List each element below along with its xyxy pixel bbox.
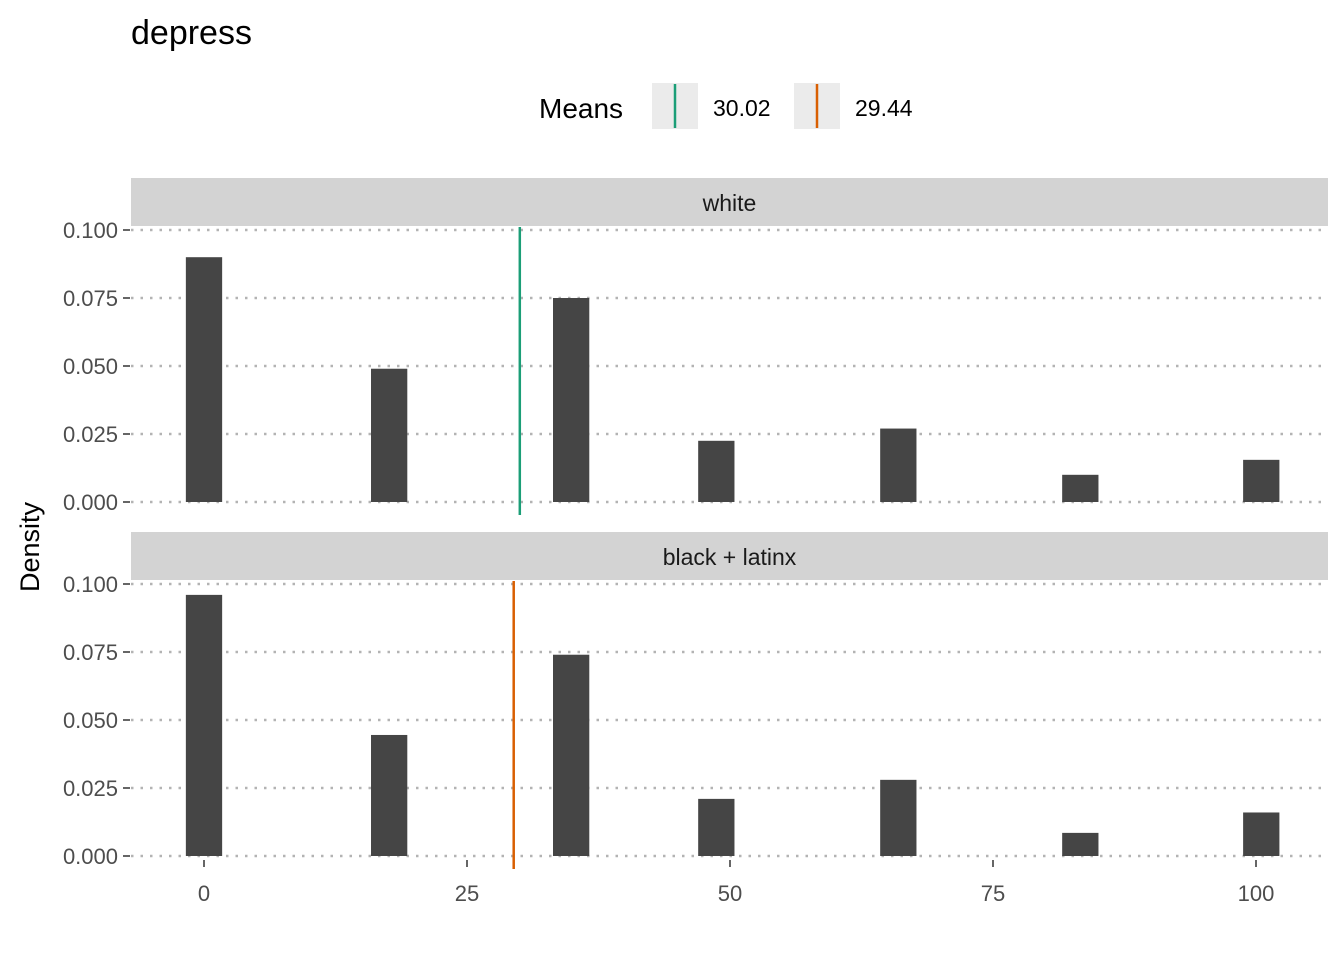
y-tick-label: 0.050: [63, 708, 118, 733]
bar: [1062, 474, 1099, 502]
x-tick-label: 100: [1238, 881, 1275, 906]
bar: [371, 368, 408, 502]
bar: [880, 779, 917, 856]
y-tick-label: 0.100: [63, 572, 118, 597]
bar: [553, 654, 590, 856]
bar: [1062, 832, 1099, 856]
legend-label-2: 29.44: [855, 95, 913, 121]
panel-1: white 0.000 0.025 0.050 0.075 0.100: [63, 178, 1328, 515]
y-tick-label: 0.000: [63, 844, 118, 869]
bar: [698, 798, 735, 856]
bar: [1243, 812, 1280, 856]
legend-label-1: 30.02: [713, 95, 771, 121]
chart-title: depress: [131, 14, 252, 52]
legend-title: Means: [539, 93, 623, 124]
y-tick-label: 0.075: [63, 640, 118, 665]
x-tick-label: 0: [198, 881, 210, 906]
x-tick-label: 25: [455, 881, 479, 906]
legend: Means 30.02 29.44: [539, 83, 913, 129]
y-tick-label: 0.075: [63, 286, 118, 311]
panel-strip: [131, 178, 1328, 226]
bar: [553, 298, 590, 502]
bar: [185, 257, 223, 502]
x-tick-label: 75: [981, 881, 1005, 906]
y-tick-label: 0.025: [63, 422, 118, 447]
bar: [371, 734, 408, 856]
panel-2: black + latinx 0.000 0.025 0.050 0.075 0.100: [63, 532, 1328, 869]
y-tick-label: 0.050: [63, 354, 118, 379]
bar: [880, 428, 917, 502]
y-axis-label: Density: [15, 501, 45, 592]
x-tick-label: 50: [718, 881, 742, 906]
panel-strip-label: white: [702, 190, 757, 216]
bar: [185, 594, 223, 856]
y-tick-label: 0.000: [63, 490, 118, 515]
y-tick-label: 0.025: [63, 776, 118, 801]
bar: [698, 440, 735, 502]
bar: [1243, 459, 1280, 502]
panel-strip: [131, 532, 1328, 580]
panel-strip-label: black + latinx: [663, 544, 797, 570]
x-axis: 0 25 50 75 100: [198, 860, 1274, 906]
y-tick-label: 0.100: [63, 218, 118, 243]
